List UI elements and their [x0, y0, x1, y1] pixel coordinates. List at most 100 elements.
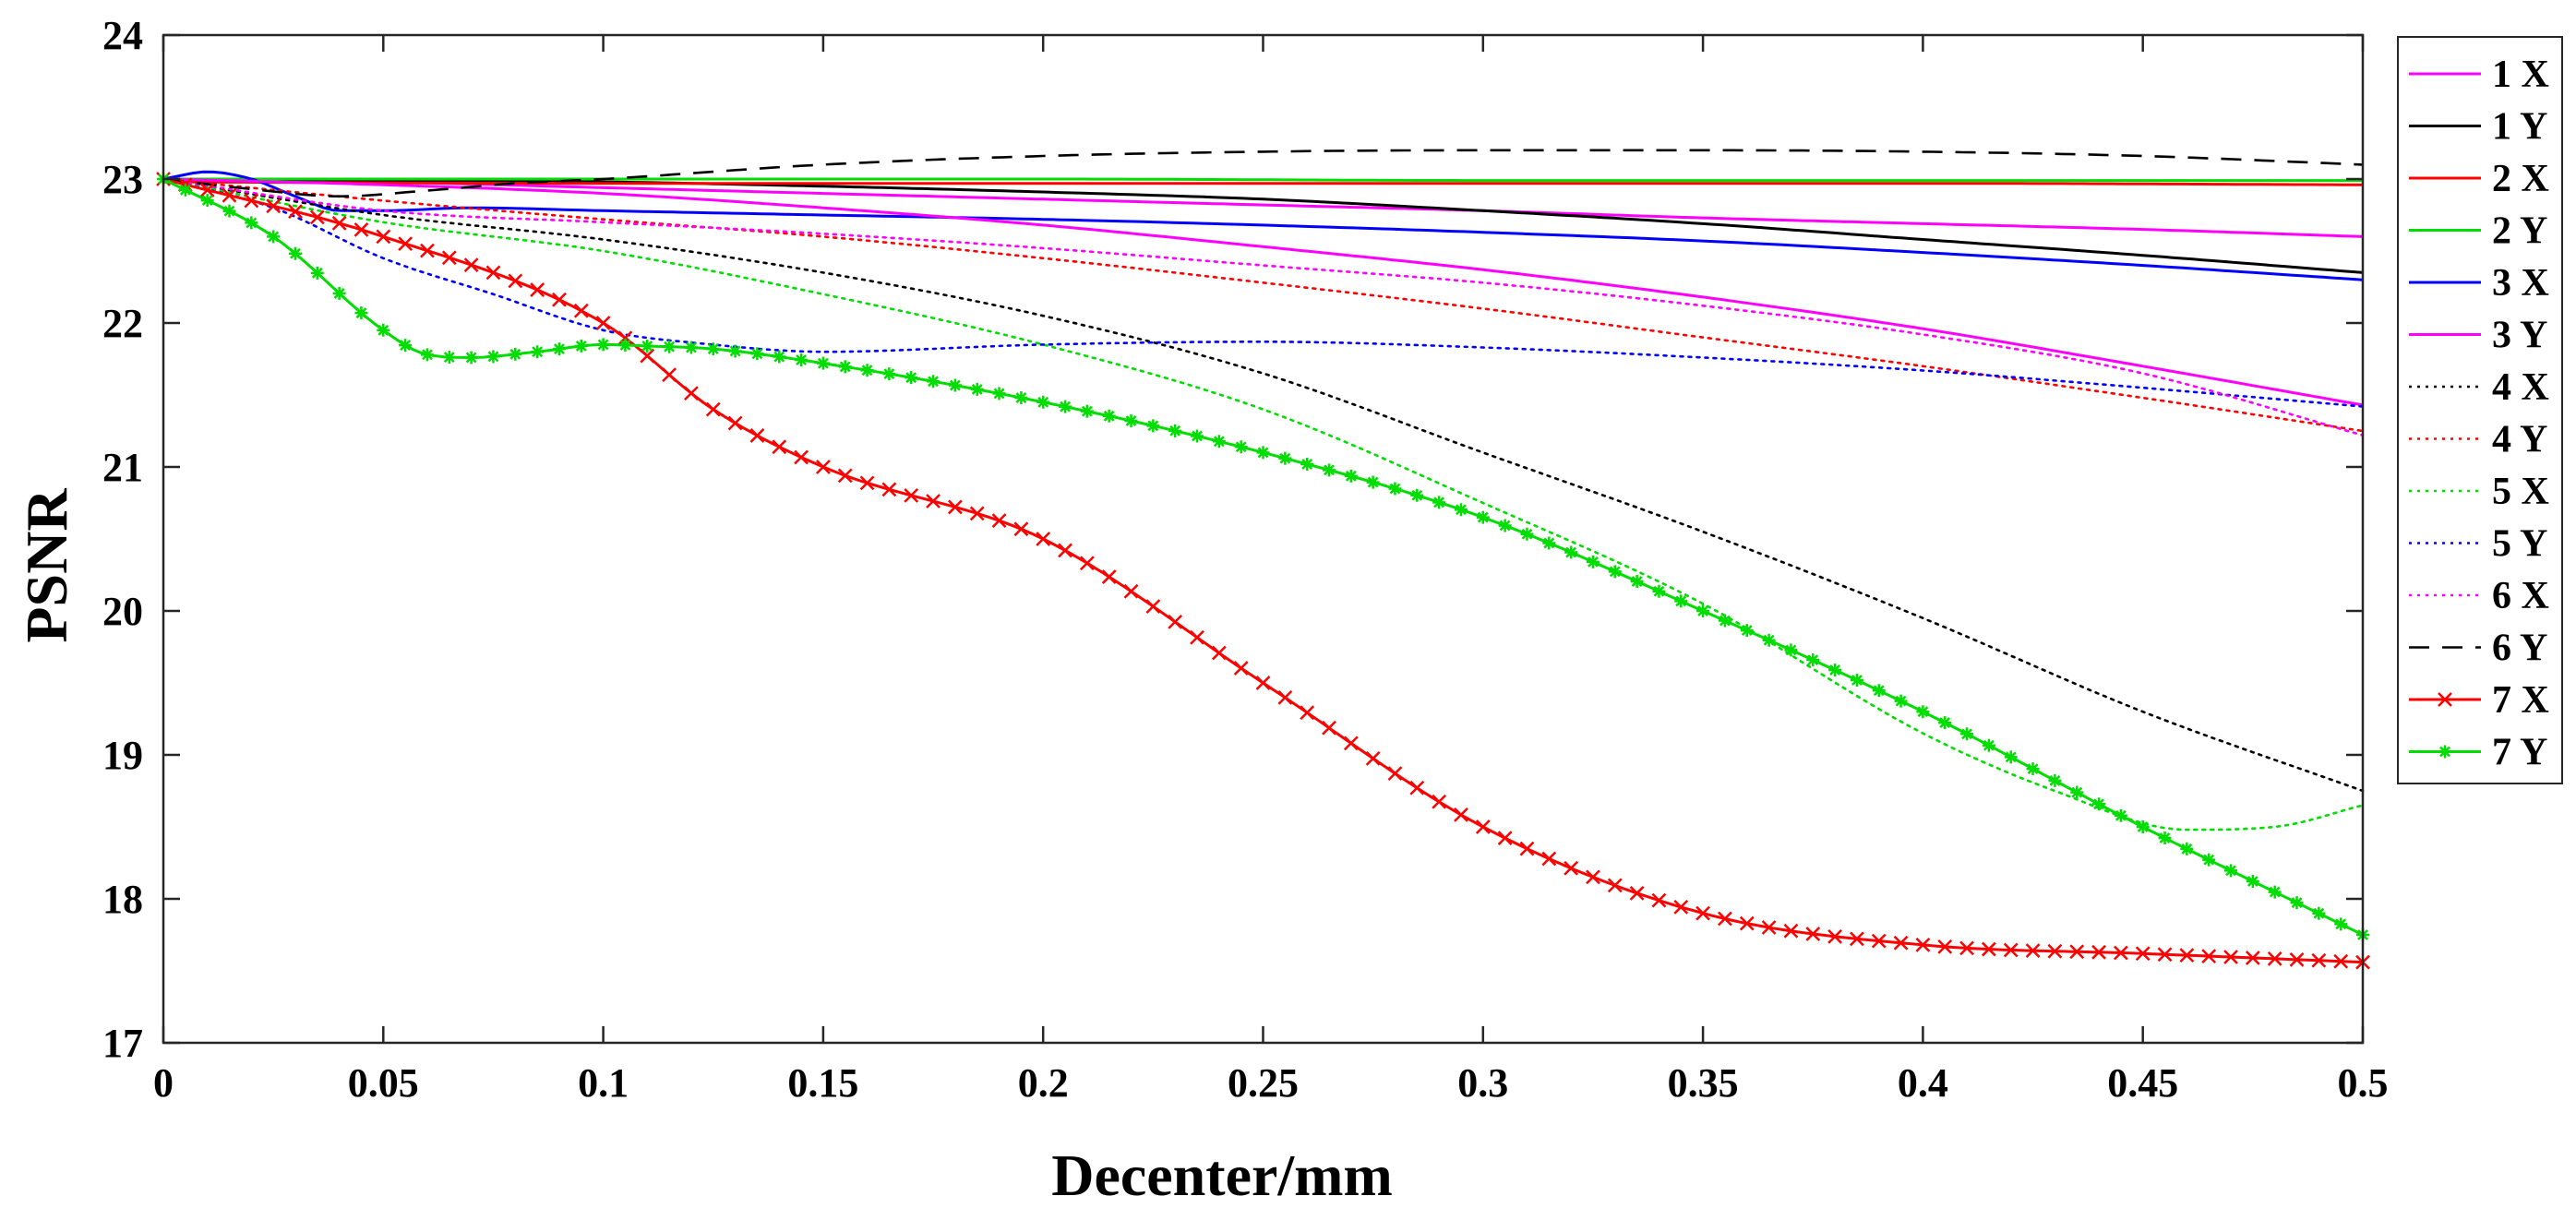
marker-7-y — [2070, 785, 2084, 799]
marker-7-y — [641, 339, 654, 353]
legend-entry-6-x: 6 X — [2409, 575, 2549, 617]
marker-7-x — [1982, 941, 1996, 957]
marker-7-y — [531, 345, 545, 359]
marker-7-x — [2179, 948, 2195, 963]
legend: 1 X 1 Y 2 X 2 Y 3 X 3 Y 4 X 4 Y 5 X 5 Y 6 X 6 Y 7 X 7… — [2397, 36, 2563, 784]
marker-7-x — [859, 475, 875, 491]
marker-7-x — [288, 204, 303, 220]
marker-7-y — [1410, 488, 1424, 502]
series-line-2-y — [163, 177, 2363, 183]
series-line-3-y — [162, 177, 2364, 407]
marker-7-x — [266, 198, 282, 214]
marker-7-x — [1673, 900, 1689, 915]
legend-entry-4-x: 4 X — [2409, 366, 2549, 409]
marker-7-x — [1013, 521, 1029, 537]
marker-7-y — [1652, 584, 1666, 598]
marker-7-x — [1761, 920, 1777, 935]
marker-7-x — [1651, 892, 1667, 908]
series-4-x — [162, 177, 2365, 793]
series-1-y — [162, 177, 2364, 274]
marker-7-y — [2246, 874, 2259, 888]
marker-7-y — [1608, 565, 1622, 579]
marker-7-x — [595, 316, 611, 330]
marker-7-x — [816, 460, 831, 474]
marker-7-y — [728, 344, 742, 358]
marker-7-x — [1454, 807, 1468, 822]
marker-7-y — [2334, 917, 2348, 931]
marker-7-y — [860, 364, 874, 377]
series-line-6-y — [162, 149, 2364, 197]
marker-7-x — [2311, 952, 2327, 968]
marker-7-x — [1036, 532, 1051, 546]
marker-7-x — [991, 513, 1007, 529]
legend-label-2-x: 2 X — [2492, 158, 2549, 200]
legend-marker-7-x — [2438, 692, 2452, 707]
marker-7-y — [420, 348, 434, 362]
marker-7-x — [727, 415, 743, 431]
x-tick-label: 0.2 — [1018, 1060, 1069, 1106]
marker-7-x — [1079, 556, 1095, 571]
marker-7-y — [1982, 738, 1995, 752]
marker-7-x — [2201, 949, 2217, 963]
marker-7-y — [1168, 424, 1182, 437]
marker-7-y — [663, 340, 677, 353]
axes: 0 0.05 0.1 0.15 0.2 0.25 0.3 0.35 0.4 0.45 0.5 17 18… — [102, 13, 2389, 1106]
marker-7-x — [2135, 946, 2151, 962]
marker-7-x — [2113, 945, 2128, 961]
x-axis-title: Decenter/mm — [1051, 1142, 1393, 1208]
marker-7-x — [1387, 766, 1403, 781]
y-axis-title: PSNR — [14, 488, 79, 643]
marker-7-y — [1191, 429, 1204, 443]
marker-7-x — [1805, 927, 1821, 941]
marker-7-y — [882, 367, 896, 381]
series-line-2-x — [162, 180, 2363, 186]
marker-7-x — [2267, 951, 2282, 966]
x-tick-label: 0.35 — [1668, 1060, 1739, 1106]
marker-7-x — [2091, 944, 2106, 960]
marker-7-x — [1695, 905, 1710, 921]
marker-7-y — [795, 353, 809, 367]
marker-7-x — [705, 401, 721, 417]
marker-7-x — [1101, 569, 1117, 584]
marker-7-y — [1520, 527, 1534, 541]
marker-7-x — [1937, 939, 1953, 954]
legend-entry-7-y: 7 Y — [2409, 732, 2547, 774]
y-tick-label: 22 — [102, 301, 143, 346]
marker-7-y — [288, 246, 302, 260]
marker-7-y — [222, 204, 236, 218]
x-tick-label: 0.1 — [578, 1060, 629, 1106]
marker-7-y — [1102, 409, 1116, 423]
marker-7-y — [927, 375, 941, 389]
legend-marker-7-y — [2438, 745, 2451, 759]
legend-label-5-x: 5 X — [2492, 471, 2549, 513]
marker-7-x — [1959, 940, 1974, 956]
legend-entry-2-x: 2 X — [2409, 158, 2549, 200]
marker-7-x — [1871, 933, 1887, 949]
legend-label-3-y: 3 Y — [2492, 315, 2547, 357]
marker-7-y — [1300, 457, 1314, 471]
legend-entry-2-y: 2 Y — [2409, 210, 2547, 253]
marker-7-x — [376, 229, 391, 245]
series-line-5-x — [162, 177, 2365, 831]
series-6-x — [162, 177, 2365, 437]
marker-7-x — [794, 449, 809, 465]
marker-7-y — [1146, 419, 1160, 433]
series-5-x — [162, 177, 2365, 831]
y-tick-label: 23 — [102, 157, 143, 202]
marker-7-x — [904, 487, 919, 503]
marker-7-x — [1586, 869, 1600, 885]
marker-7-x — [2157, 947, 2173, 963]
series-7-y — [157, 173, 2369, 941]
marker-7-y — [1344, 469, 1358, 483]
marker-7-y — [1564, 545, 1578, 559]
marker-7-y — [2136, 820, 2150, 833]
marker-7-y — [1916, 705, 1930, 719]
marker-7-y — [486, 350, 500, 364]
marker-7-x — [2025, 943, 2041, 959]
marker-7-x — [1277, 689, 1293, 705]
legend-label-1-y: 1 Y — [2492, 106, 2547, 149]
marker-7-y — [2224, 864, 2238, 878]
marker-7-y — [816, 356, 830, 370]
marker-7-x — [244, 193, 259, 209]
